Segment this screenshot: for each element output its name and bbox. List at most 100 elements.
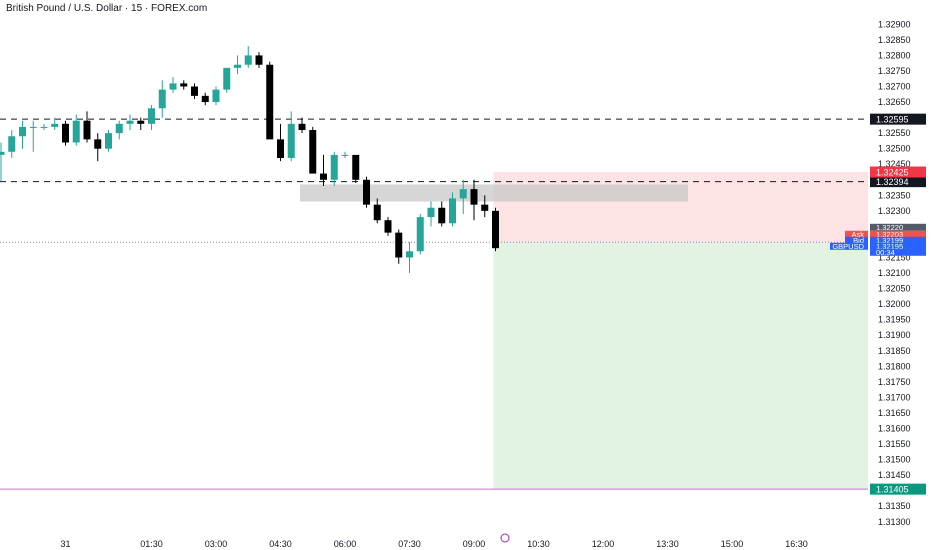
candle[interactable] — [470, 179, 478, 221]
candle[interactable] — [169, 77, 177, 93]
candle[interactable] — [492, 207, 499, 252]
candle[interactable] — [309, 126, 317, 174]
candle[interactable] — [277, 123, 284, 162]
price-tick-label: 1.32050 — [878, 284, 911, 294]
candle[interactable] — [19, 120, 26, 149]
candle[interactable] — [449, 192, 456, 227]
time-tick-label: 01:30 — [140, 539, 163, 549]
candle[interactable] — [8, 130, 16, 159]
candle[interactable] — [416, 213, 424, 255]
take-profit-zone — [493, 242, 868, 490]
candle[interactable] — [234, 55, 241, 75]
candles-layer[interactable] — [0, 46, 499, 274]
candle[interactable] — [352, 154, 360, 183]
candle[interactable] — [158, 80, 166, 118]
candle-body — [384, 220, 392, 233]
candle-body — [266, 64, 274, 140]
candle[interactable] — [395, 229, 403, 264]
levels-layer — [0, 118, 868, 490]
candle[interactable] — [191, 83, 198, 99]
candle-body — [180, 83, 188, 87]
candle[interactable] — [51, 117, 59, 131]
price-tick-label: 1.32650 — [878, 97, 911, 107]
candle[interactable] — [341, 151, 349, 159]
candle[interactable] — [363, 176, 370, 208]
candle[interactable] — [384, 217, 392, 236]
candle[interactable] — [40, 123, 48, 131]
time-tick-label: 12:00 — [592, 539, 615, 549]
candle[interactable] — [105, 130, 112, 152]
candle-body — [169, 83, 177, 90]
candle[interactable] — [62, 120, 69, 146]
candle-body — [223, 67, 231, 90]
candle-body — [148, 108, 155, 124]
chart-title: British Pound / U.S. Dollar · 15 · FOREX… — [6, 3, 208, 14]
take-profit-tag-bg — [870, 483, 926, 495]
time-tick-label: 03:00 — [205, 539, 228, 549]
candle[interactable] — [212, 86, 220, 106]
price-tick-label: 1.31650 — [878, 408, 911, 418]
candle[interactable] — [481, 195, 489, 218]
price-tick-label: 1.32150 — [878, 253, 911, 263]
bid-price-tag-bg — [870, 236, 926, 244]
candle-body — [8, 136, 16, 152]
candle[interactable] — [459, 179, 467, 214]
candle-body — [373, 204, 381, 221]
candle[interactable] — [427, 201, 435, 227]
candle-body — [255, 55, 263, 65]
candle-body — [320, 173, 327, 180]
candle[interactable] — [83, 111, 91, 143]
candle-body — [137, 120, 145, 124]
candle[interactable] — [406, 241, 413, 274]
candle-body — [427, 207, 435, 218]
candle[interactable] — [115, 120, 123, 140]
candle[interactable] — [320, 154, 327, 186]
time-tick-label: 13:30 — [656, 539, 679, 549]
candle[interactable] — [148, 105, 155, 131]
candle-body — [309, 130, 317, 174]
supply-zone — [300, 184, 688, 202]
price-tick-label: 1.31300 — [878, 517, 911, 527]
candle[interactable] — [201, 92, 209, 106]
candle[interactable] — [244, 46, 252, 68]
current-price-tag-label-bg — [830, 242, 868, 250]
candle[interactable] — [373, 198, 381, 224]
candle-body — [72, 120, 80, 143]
candle-body — [115, 123, 123, 134]
candle-body — [126, 120, 134, 124]
price-axis[interactable]: 1.32900 1.32850 1.32800 1.32750 1.32700 1.326… — [878, 19, 911, 526]
candle[interactable] — [330, 151, 338, 186]
price-tick-label: 1.31350 — [878, 501, 911, 511]
candle-body — [406, 251, 413, 258]
candle-body — [29, 126, 37, 128]
candle-body — [459, 189, 467, 199]
candle[interactable] — [180, 80, 188, 90]
candle[interactable] — [94, 133, 102, 162]
candle[interactable] — [223, 67, 231, 93]
candle[interactable] — [438, 201, 446, 227]
price-tick-label: 1.31950 — [878, 315, 911, 325]
entry-level-tag: 1.32394 — [876, 177, 909, 187]
candle[interactable] — [126, 114, 134, 131]
candle[interactable] — [266, 61, 274, 140]
stop-loss-zone — [493, 172, 868, 243]
candle-body — [0, 151, 5, 155]
time-axis[interactable]: :0022:303101:3003:0004:3006:0007:3009:00… — [0, 533, 808, 549]
candle-body — [481, 204, 489, 211]
candle[interactable] — [137, 117, 145, 131]
candle[interactable] — [298, 117, 306, 134]
candle[interactable] — [29, 120, 37, 152]
price-tick-label: 1.32100 — [878, 268, 911, 278]
event-marker-icon[interactable] — [500, 533, 510, 543]
price-tick-label: 1.31900 — [878, 330, 911, 340]
candle-body — [363, 179, 370, 205]
candle-body — [438, 207, 446, 224]
candle-body — [298, 123, 306, 131]
candle-body — [40, 126, 48, 128]
candle[interactable] — [72, 114, 80, 146]
countdown-tag: 00:34 — [876, 248, 895, 257]
candle[interactable] — [255, 52, 263, 68]
candle[interactable] — [287, 111, 295, 162]
candle[interactable] — [0, 142, 5, 182]
